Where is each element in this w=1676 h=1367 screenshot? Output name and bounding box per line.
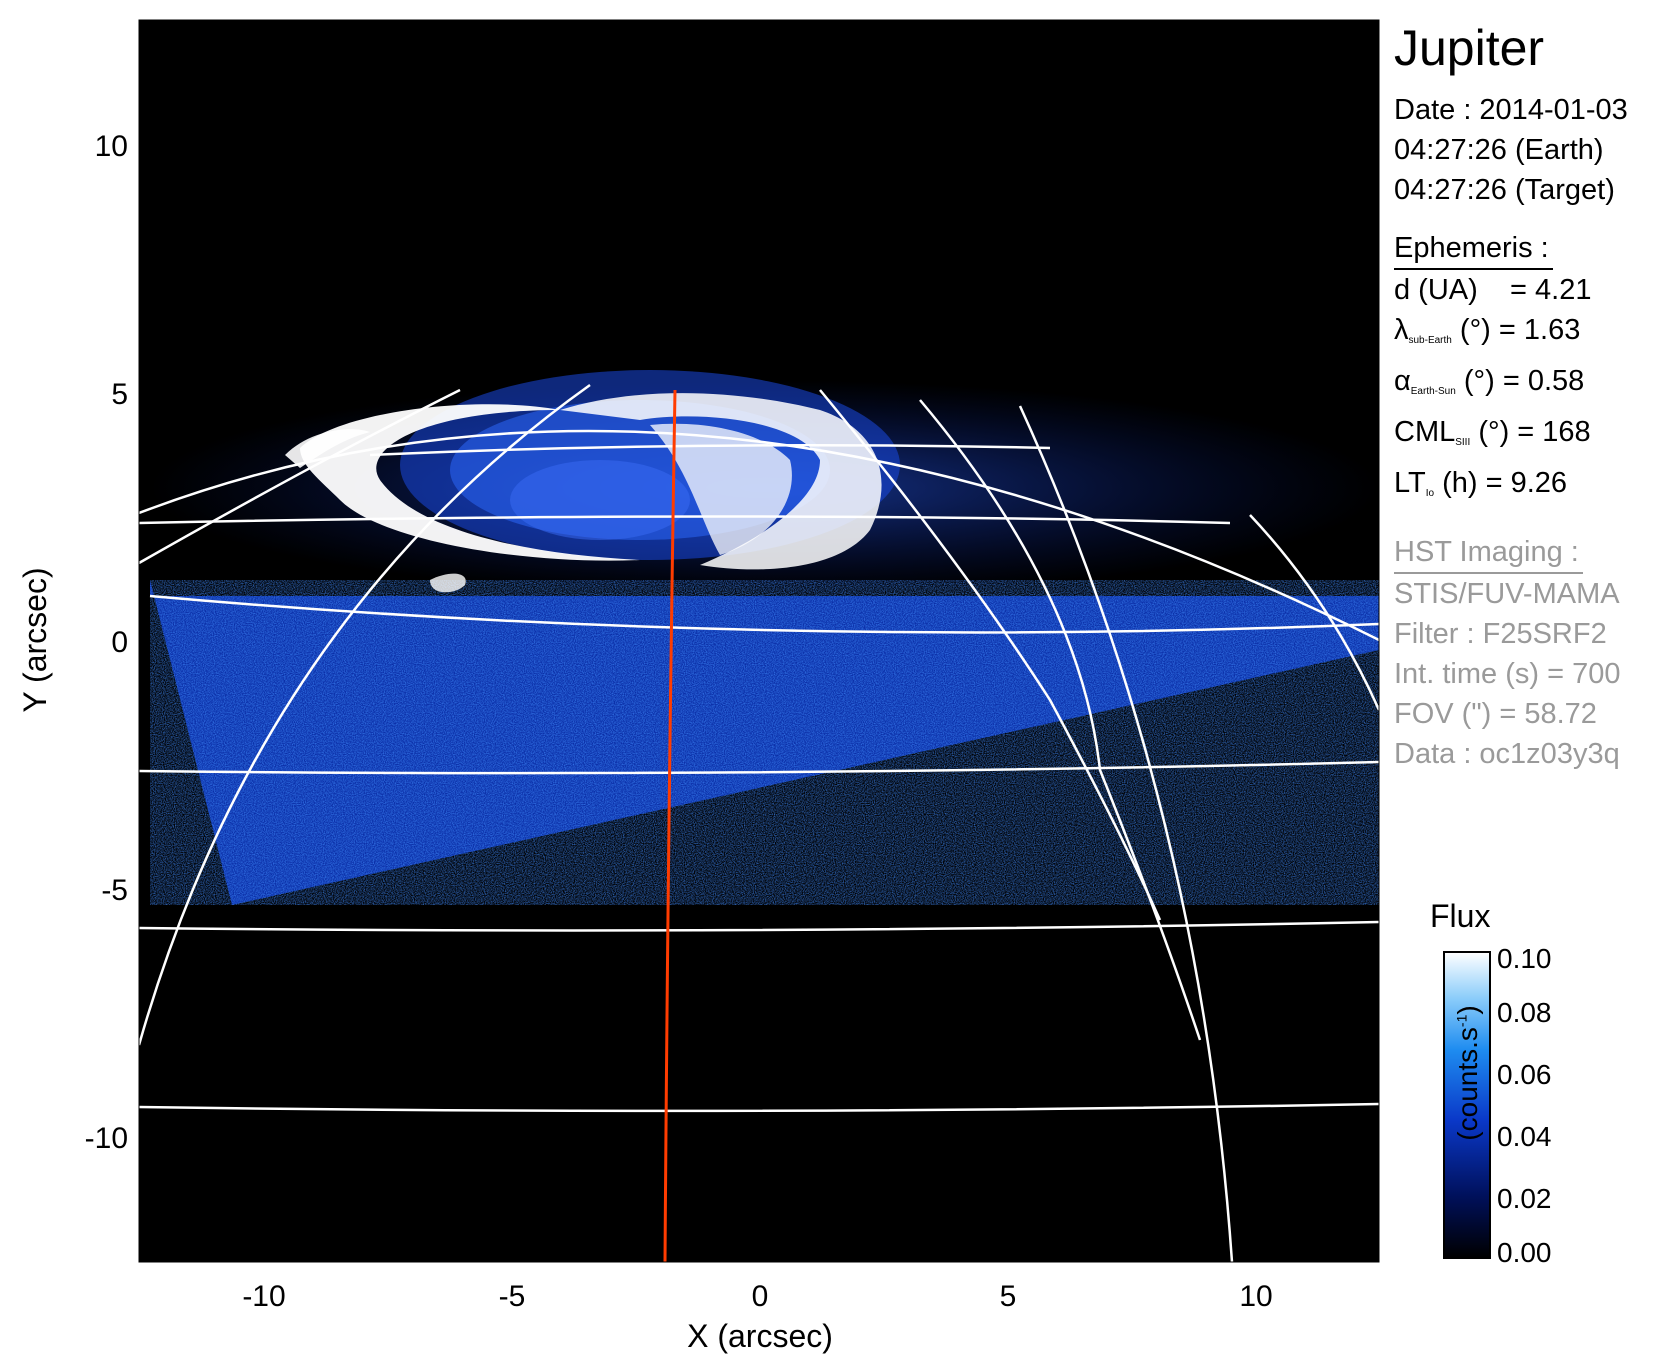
info-panel: Jupiter Date : 2014-01-03 04:27:26 (Eart… — [1394, 20, 1674, 774]
ephemeris-io-local-time: LTIo (h) = 9.26 — [1394, 467, 1568, 499]
colorbar-gradient — [1443, 951, 1491, 1259]
colorbar-tick-label: 0.08 — [1497, 997, 1552, 1028]
longitude-line — [1018, 405, 1234, 1262]
hst-imaging-heading: HST Imaging : — [1394, 532, 1583, 574]
coordinate-grid — [139, 383, 1379, 1262]
colorbar-tick-label: 0.00 — [1497, 1237, 1552, 1268]
ephemeris-heading: Ephemeris : — [1394, 228, 1553, 270]
central-meridian-line — [663, 389, 677, 1262]
integration-time: Int. time (s) = 700 — [1394, 658, 1621, 690]
ephemeris-phase-angle: αEarth-Sun (°) = 0.58 — [1394, 365, 1585, 397]
plot-frame — [138, 19, 1380, 1263]
observation-time-target: 04:27:26 (Target) — [1394, 174, 1615, 206]
x-tick-label: -5 — [499, 1280, 526, 1313]
latitude-line — [139, 515, 1231, 525]
colorbar-tick-label: 0.06 — [1497, 1059, 1552, 1090]
ephemeris-sub-earth-latitude: λsub-Earth (°) = 1.63 — [1394, 314, 1581, 346]
longitude-line — [819, 389, 1162, 921]
filter: Filter : F25SRF2 — [1394, 618, 1607, 650]
field-of-view: FOV (") = 58.72 — [1394, 698, 1597, 730]
limb-arc — [139, 429, 1379, 642]
ephemeris-central-meridian-longitude: CMLSIII (°) = 168 — [1394, 416, 1591, 448]
colorbar-tick-label: 0.10 — [1497, 943, 1552, 974]
longitude-line — [919, 399, 1202, 1041]
longitude-line — [1249, 514, 1379, 711]
latitude-line — [149, 594, 1379, 634]
y-axis-label: Y (arcsec) — [17, 567, 53, 712]
observation-time-earth: 04:27:26 (Earth) — [1394, 134, 1604, 166]
x-tick-label: 5 — [1000, 1280, 1017, 1313]
target-name: Jupiter — [1394, 20, 1545, 76]
latitude-line — [139, 920, 1379, 932]
x-tick-label: -10 — [242, 1280, 285, 1313]
x-axis: -10 -5 0 5 10 — [242, 1280, 1272, 1313]
colorbar: 0.10 0.08 0.06 0.04 0.02 0.00 — [1443, 943, 1552, 1268]
latitude-line — [369, 443, 1051, 457]
data-id: Data : oc1z03y3q — [1394, 738, 1620, 770]
y-tick-label: -10 — [85, 1122, 128, 1155]
colorbar-unit-label: (counts.s-1) — [1452, 1005, 1483, 1141]
ephemeris-distance: d (UA) = 4.21 — [1394, 274, 1592, 306]
longitude-line — [139, 388, 461, 565]
auroral-oval — [285, 370, 900, 593]
y-tick-label: 0 — [111, 626, 128, 659]
y-tick-label: -5 — [101, 874, 128, 907]
y-axis: 10 5 0 -5 -10 — [85, 130, 128, 1155]
colorbar-tick-label: 0.02 — [1497, 1183, 1552, 1214]
y-tick-label: 10 — [95, 130, 128, 163]
longitude-line — [139, 383, 591, 1046]
colorbar-tick-label: 0.04 — [1497, 1121, 1552, 1152]
instrument: STIS/FUV-MAMA — [1394, 578, 1620, 610]
latitude-line — [139, 1102, 1379, 1113]
x-axis-label: X (arcsec) — [687, 1318, 833, 1354]
colorbar-title: Flux — [1430, 898, 1491, 934]
observation-date: Date : 2014-01-03 — [1394, 94, 1628, 126]
x-tick-label: 10 — [1239, 1280, 1272, 1313]
y-tick-label: 5 — [111, 378, 128, 411]
x-tick-label: 0 — [752, 1280, 769, 1313]
latitude-line — [139, 760, 1379, 775]
